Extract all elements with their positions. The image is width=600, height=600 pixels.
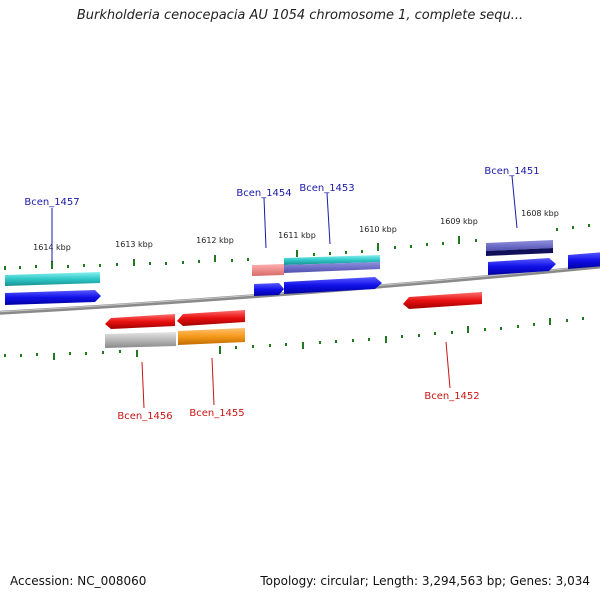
gene-label: Bcen_1452	[424, 391, 479, 402]
gene-feature-red[interactable]	[403, 292, 482, 309]
gene-feature-red[interactable]	[177, 310, 245, 326]
gene-label: Bcen_1451	[484, 166, 539, 177]
gene-feature-purple[interactable]	[486, 240, 553, 251]
gene-feature-blue[interactable]	[254, 283, 284, 296]
gene-feature-blue[interactable]	[284, 277, 382, 294]
gene-feature-gray[interactable]	[105, 332, 176, 348]
gene-label: Bcen_1456	[117, 411, 172, 422]
upper-tick-row	[4, 224, 590, 270]
gene-feature-orange[interactable]	[178, 328, 245, 345]
gene-feature-purple[interactable]	[284, 262, 380, 273]
gene-feature-blue[interactable]	[488, 258, 556, 275]
gene-feature-salmon[interactable]	[252, 264, 284, 276]
label-leaders	[51, 175, 518, 409]
gene-label: Bcen_1453	[299, 183, 354, 194]
gene-label: Bcen_1457	[24, 197, 79, 208]
scale-label: 1613 kbp	[115, 240, 153, 249]
forward-strand-genes	[5, 240, 600, 305]
accession-text: Accession: NC_008060	[10, 574, 147, 588]
scale-labels: 1614 kbp 1613 kbp 1612 kbp 1611 kbp 1610…	[33, 209, 559, 252]
gene-label: Bcen_1455	[189, 408, 244, 419]
gene-feature-cyan[interactable]	[5, 272, 100, 286]
genome-summary-text: Topology: circular; Length: 3,294,563 bp…	[260, 574, 590, 588]
scale-label: 1612 kbp	[196, 236, 234, 245]
gene-feature-cyan[interactable]	[284, 255, 380, 265]
gene-feature-blue[interactable]	[568, 252, 600, 269]
lower-tick-row	[4, 317, 584, 360]
gene-feature-blue[interactable]	[5, 290, 101, 305]
gene-label: Bcen_1454	[236, 188, 291, 199]
scale-label: 1611 kbp	[278, 231, 316, 240]
scale-label: 1609 kbp	[440, 217, 478, 226]
reverse-strand-genes	[105, 292, 482, 348]
scale-label: 1610 kbp	[359, 225, 397, 234]
gene-feature-navy[interactable]	[486, 248, 553, 256]
scale-label: 1608 kbp	[521, 209, 559, 218]
gene-feature-red[interactable]	[105, 314, 175, 329]
gene-labels: Bcen_1457 Bcen_1454 Bcen_1453 Bcen_1451 …	[24, 166, 539, 422]
map-title: Burkholderia cenocepacia AU 1054 chromos…	[76, 8, 524, 23]
